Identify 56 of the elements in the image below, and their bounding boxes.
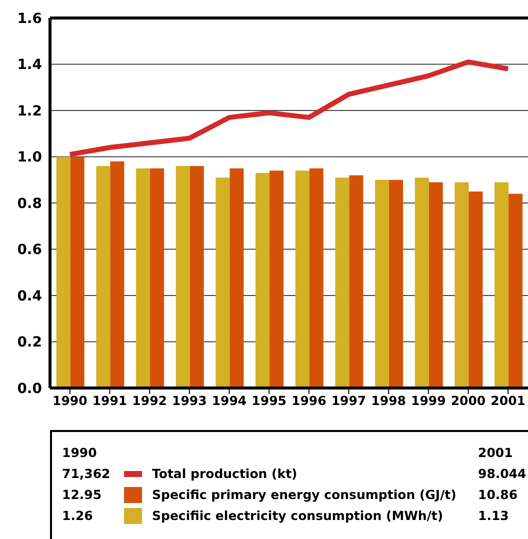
- bar: [56, 156, 70, 388]
- text: 1.13: [478, 507, 510, 525]
- bar: [110, 161, 124, 388]
- y-tick-label: 1.6: [17, 10, 42, 27]
- bar: [136, 168, 150, 388]
- x-tick-label: 1997: [331, 392, 366, 408]
- bar: [230, 168, 244, 388]
- bar: [270, 170, 284, 388]
- text: 98.044: [478, 465, 528, 483]
- bar: [389, 180, 404, 388]
- legend-label: Specific primary energy consumption (GJ/t): [152, 486, 458, 504]
- x-tick-label: 1998: [371, 392, 406, 408]
- text: 1990: [62, 444, 98, 462]
- bar: [295, 170, 310, 388]
- bar: [190, 166, 204, 388]
- bar: [256, 172, 270, 388]
- x-tick-label: 1991: [92, 392, 128, 408]
- x-tick-label: 1993: [172, 392, 207, 408]
- text: 1.26: [62, 507, 94, 525]
- y-tick-label: 1.0: [17, 150, 42, 166]
- x-tick-label: 1994: [212, 392, 247, 408]
- x-tick-label: 1996: [292, 392, 327, 408]
- x-tick-label: 1992: [132, 392, 167, 408]
- legend-label: Specifiic electricity consumption (MWh/t): [152, 507, 444, 525]
- text: 71,362: [62, 465, 112, 483]
- bar: [70, 156, 84, 388]
- y-tick-label: 0.8: [17, 196, 42, 212]
- bar: [309, 168, 324, 388]
- bar: [216, 178, 230, 388]
- bar: [508, 194, 523, 388]
- bar: [494, 182, 509, 388]
- y-tick-label: 0.4: [17, 288, 42, 304]
- y-tick-label: 1.4: [17, 57, 42, 74]
- bar: [428, 182, 443, 388]
- bar: [349, 175, 364, 388]
- legend-label: Total production (kt): [152, 465, 298, 483]
- text: 10.86: [478, 486, 519, 504]
- bar: [454, 182, 469, 388]
- x-tick-label: 2000: [450, 392, 486, 408]
- y-tick-label: 0.6: [17, 242, 42, 258]
- bar: [335, 178, 350, 388]
- y-tick-label: 0.2: [17, 334, 42, 351]
- bar: [96, 166, 110, 388]
- bar: [176, 166, 190, 388]
- x-tick-label: 1999: [411, 392, 446, 408]
- x-tick-label: 1990: [52, 392, 88, 408]
- y-tick-label: 1.2: [17, 103, 42, 120]
- x-tick-label: 1995: [252, 392, 286, 408]
- bar: [468, 191, 483, 388]
- bar: [375, 180, 390, 388]
- text: 2001: [478, 444, 514, 462]
- y-tick-label: 0.0: [17, 380, 42, 397]
- text: 12.95: [62, 486, 103, 504]
- bar: [150, 168, 164, 388]
- x-tick-label: 2001: [490, 392, 526, 408]
- bar: [414, 178, 429, 388]
